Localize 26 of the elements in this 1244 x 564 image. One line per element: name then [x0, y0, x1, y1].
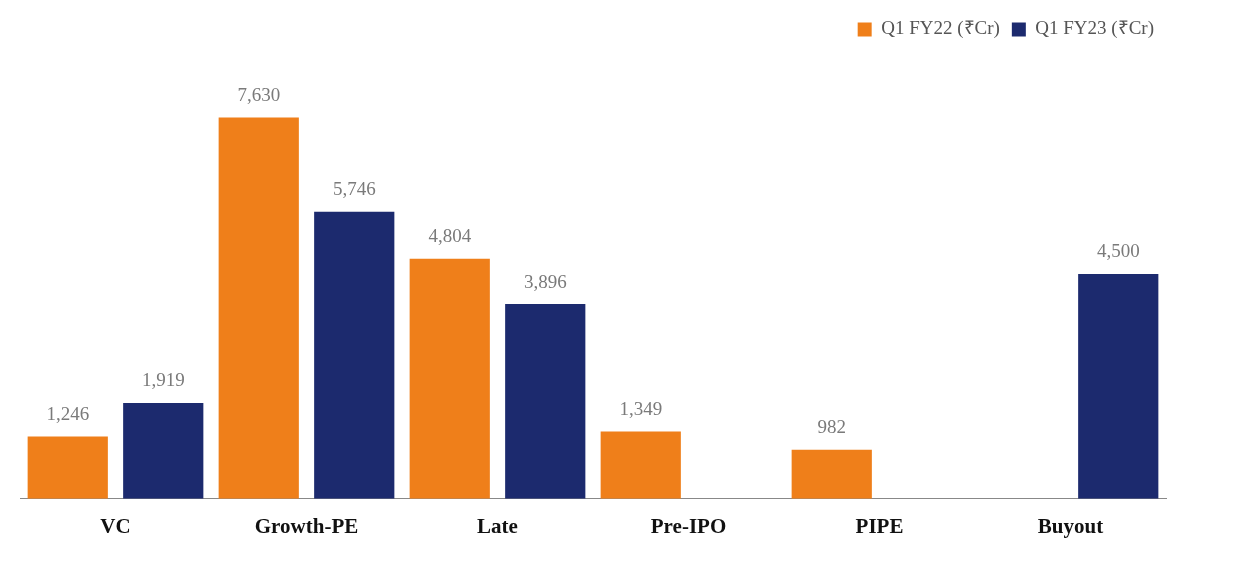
bar — [409, 258, 490, 499]
x-tick-label: Late — [477, 513, 518, 538]
bar — [600, 431, 681, 499]
data-label: 4,500 — [1096, 240, 1140, 262]
bar — [505, 304, 586, 499]
x-tick-label: Buyout — [1037, 513, 1104, 538]
x-tick-label: PIPE — [855, 513, 904, 538]
data-label: 1,246 — [46, 403, 90, 425]
bar — [1078, 273, 1159, 499]
x-tick-label: Growth-PE — [254, 513, 359, 538]
data-label: 3,896 — [523, 270, 567, 292]
bar — [314, 211, 395, 499]
x-tick-label: VC — [100, 513, 131, 538]
data-label: 1,349 — [619, 397, 663, 419]
bar — [123, 402, 204, 499]
data-label: 982 — [817, 416, 846, 438]
bar — [791, 449, 872, 499]
data-label: 7,630 — [237, 83, 281, 105]
bar — [27, 436, 108, 499]
data-label: 4,804 — [428, 225, 472, 247]
x-tick-label: Pre-IPO — [650, 513, 727, 538]
legend-label: Q1 FY22 (₹Cr) — [881, 17, 1000, 40]
data-label: 1,919 — [141, 369, 185, 391]
data-label: 5,746 — [332, 178, 376, 200]
legend-label: Q1 FY23 (₹Cr) — [1035, 17, 1155, 40]
bar — [218, 117, 299, 499]
